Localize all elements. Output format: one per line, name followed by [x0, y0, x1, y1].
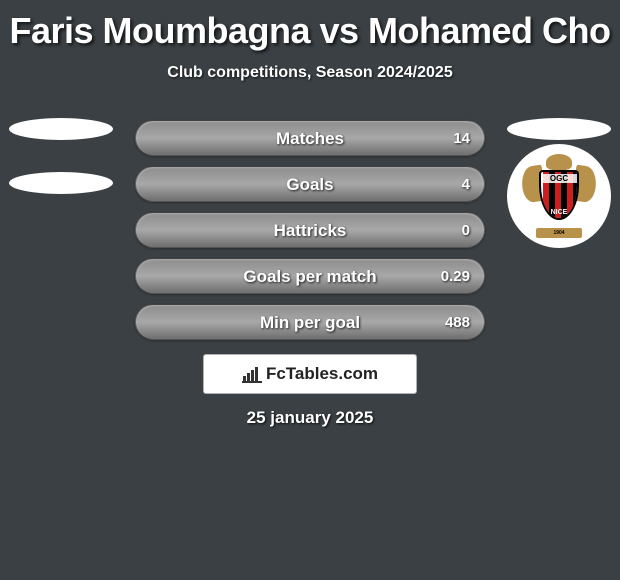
comparison-title: Faris Moumbagna vs Mohamed Cho	[0, 0, 620, 52]
stat-label: Goals	[136, 167, 484, 203]
stat-bar-goals: Goals 4	[135, 166, 485, 202]
stat-label: Goals per match	[136, 259, 484, 295]
source-name: FcTables.com	[266, 364, 378, 384]
left-player-column	[6, 118, 116, 226]
stat-label: Min per goal	[136, 305, 484, 341]
stat-value-right: 0	[462, 213, 470, 249]
stat-label: Hattricks	[136, 213, 484, 249]
player-photo-placeholder	[507, 118, 611, 140]
player-photo-placeholder	[9, 118, 113, 140]
club-badge-placeholder	[9, 172, 113, 194]
badge-text-top: OGC	[541, 174, 577, 183]
stat-value-right: 4	[462, 167, 470, 203]
stat-bar-mpg: Min per goal 488	[135, 304, 485, 340]
fctables-logo-icon	[242, 365, 262, 383]
stat-bar-matches: Matches 14	[135, 120, 485, 156]
stats-container: Matches 14 Goals 4 Hattricks 0 Goals per…	[135, 120, 485, 350]
stat-value-right: 14	[453, 121, 470, 157]
comparison-subtitle: Club competitions, Season 2024/2025	[0, 64, 620, 82]
snapshot-date: 25 january 2025	[0, 408, 620, 428]
stat-value-right: 0.29	[441, 259, 470, 295]
badge-ribbon: 1904	[536, 228, 582, 238]
right-player-column: OGC NICE 1904	[504, 118, 614, 248]
club-badge-nice: OGC NICE 1904	[507, 144, 611, 248]
stat-value-right: 488	[445, 305, 470, 341]
stat-label: Matches	[136, 121, 484, 157]
source-attribution: FcTables.com	[203, 354, 417, 394]
badge-text-bottom: NICE	[541, 209, 577, 216]
stat-bar-gpm: Goals per match 0.29	[135, 258, 485, 294]
stat-bar-hattricks: Hattricks 0	[135, 212, 485, 248]
